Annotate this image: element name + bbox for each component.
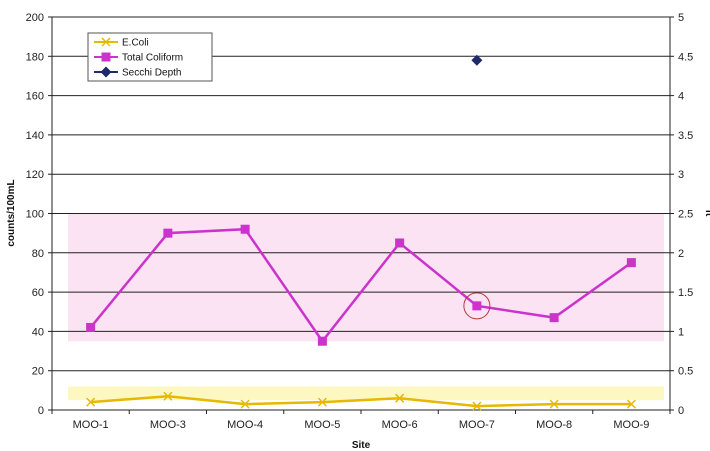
y2-axis-title: ft [703,210,710,217]
series-line-e-coli [90,394,632,408]
y2-tick-label: 2 [678,248,684,260]
y2-tick-label: 0.5 [678,366,693,378]
series-line-total-coliform [89,227,633,344]
legend-marker-e-coli [101,37,111,47]
series-total-coliform [86,224,636,346]
legend-label-secchi-depth: Secchi Depth [122,68,181,79]
highlight-circle [463,292,491,320]
x-tick-label: MOO-6 [382,419,418,431]
y-tick-label: 120 [26,169,44,181]
y-tick-label: 100 [26,209,44,221]
data-point-total-coliform [626,258,636,268]
data-point-e-coli [472,401,482,411]
y-axis-ticks: 0 20 40 60 80 100 120 140 160 180 200 [26,12,52,417]
x-tick-label: MOO-8 [536,419,572,431]
y-tick-label: 180 [26,51,44,63]
y2-tick-label: 1 [678,326,684,338]
y-tick-label: 20 [32,366,44,378]
y-tick-label: 140 [26,130,44,142]
data-point-e-coli [317,397,327,407]
data-point-e-coli [549,399,559,409]
y2-tick-label: 2.5 [678,209,693,221]
legend-marker-total-coliform [101,52,111,62]
data-point-e-coli [626,399,636,409]
x-tick-label: MOO-1 [73,419,109,431]
data-point-total-coliform [240,224,250,234]
y-axis-title: counts/100mL [6,179,17,246]
x-tick-label: MOO-3 [150,419,186,431]
y-tick-label: 0 [38,405,44,417]
data-point-total-coliform [163,228,173,238]
y-tick-label: 40 [32,326,44,338]
x-tick-label: MOO-5 [304,419,340,431]
y-tick-label: 60 [32,287,44,299]
threshold-band-1 [68,213,664,342]
y2-tick-label: 3 [678,169,684,181]
y-tick-label: 80 [32,248,44,260]
data-point-secchi-depth [471,54,483,66]
series-layer [86,54,636,411]
y-tick-label: 200 [26,12,44,24]
threshold-bands [68,213,664,401]
y-tick-label: 160 [26,91,44,103]
data-point-e-coli [395,393,405,403]
x-axis-title: Site [352,440,371,451]
data-point-e-coli [240,399,250,409]
data-point-total-coliform [317,336,327,346]
series-secchi-depth [471,54,483,66]
y2-tick-label: 4 [678,91,684,103]
y2-tick-label: 5 [678,12,684,24]
data-point-e-coli [86,397,96,407]
data-point-total-coliform [549,313,559,323]
x-tick-label: MOO-9 [613,419,649,431]
y2-tick-label: 4.5 [678,51,693,63]
x-tick-label: MOO-4 [227,419,263,431]
threshold-band-2 [68,386,664,401]
legend-label-e-coli: E.Coli [122,38,149,49]
data-point-total-coliform [395,238,405,248]
legend-label-total-coliform: Total Coliform [122,53,183,64]
y2-tick-label: 0 [678,405,684,417]
legend-marker-secchi-depth [100,66,112,78]
y2-tick-label: 1.5 [678,287,693,299]
data-point-total-coliform [472,301,482,311]
legend: E.Coli Total Coliform Secchi Depth [87,32,213,82]
data-point-total-coliform [86,322,96,332]
y2-tick-label: 3.5 [678,130,693,142]
series-e-coli [86,391,636,411]
y2-axis-ticks: 0 0.5 1 1.5 2 2.5 3 3.5 4 4.5 5 [670,12,693,417]
x-axis-ticks: MOO-1 MOO-3 MOO-4 MOO-5 MOO-6 MOO-7 MOO-8 MOO-9 [73,419,650,431]
data-point-e-coli [163,391,173,401]
x-tick-label: MOO-7 [459,419,495,431]
